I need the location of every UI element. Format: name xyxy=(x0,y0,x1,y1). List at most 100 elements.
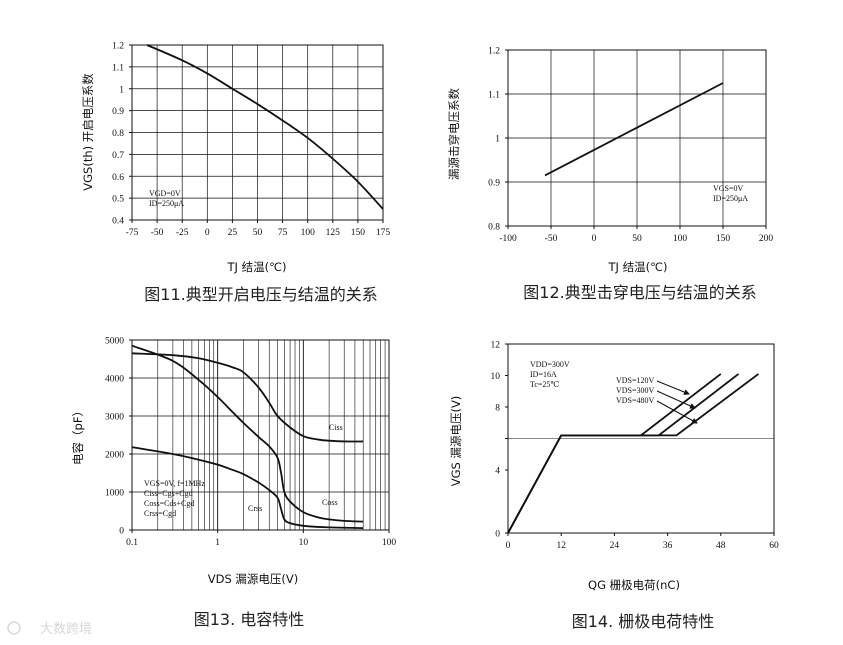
chart-12-x-axis-label: TJ 结温(℃) xyxy=(608,260,668,274)
chart-14-y-tick-label: 0 xyxy=(495,530,500,540)
chart-14-legend-vds-120: VDS=120V xyxy=(616,376,655,385)
chart-13-series-line-3 xyxy=(131,446,364,529)
chart-12-x-tick-label: 0 xyxy=(592,234,597,244)
chart-14-x-tick-label: 12 xyxy=(556,541,566,551)
chart-11-note-1: VGD=0V xyxy=(149,189,181,198)
chart-13-note-4: Crss=Cgd xyxy=(144,509,176,518)
chart-13-series-label-ciss: Ciss xyxy=(329,423,343,432)
chart-13-series-line-2 xyxy=(131,344,364,523)
chart-14-series-line-3 xyxy=(507,373,760,534)
chart-13-y-tick-label: 1000 xyxy=(105,489,124,499)
chart-14-x-tick-label: 24 xyxy=(610,541,620,551)
chart-12-note-1: VGS=0V xyxy=(713,184,744,193)
chart-13-frame xyxy=(131,339,390,531)
chart-13-axes xyxy=(129,339,390,533)
watermark: 大数跨境 xyxy=(7,621,92,637)
chart-11-y-tick-label: 0.8 xyxy=(112,129,124,139)
chart-14-caption: 图14. 栅极电荷特性 xyxy=(572,612,715,631)
chart-14-note-1: VDD=300V xyxy=(530,360,570,369)
chart-14-arrow-1 xyxy=(656,380,690,395)
chart-12-caption: 图12.典型击穿电压与结温的关系 xyxy=(523,283,756,302)
chart-11-x-tick-label: 50 xyxy=(253,228,263,238)
chart-12-y-tick-label: 1.2 xyxy=(488,47,500,57)
chart-11-lines xyxy=(146,44,384,210)
chart-11-x-tick-label: 75 xyxy=(278,228,288,238)
chart-14-axes xyxy=(505,343,775,536)
chart-13-y-axis-label: 电容（pF） xyxy=(71,405,85,465)
chart-13-caption: 图13. 电容特性 xyxy=(194,610,305,629)
chart-11-y-axis-label: VGS(th) 开启电压系数 xyxy=(81,73,95,191)
chart-12-x-tick-label: -50 xyxy=(545,234,558,244)
chart-13-note-2: Ciss=Cgs+Cgd xyxy=(144,489,193,498)
chart-12-y-tick-label: 0.8 xyxy=(488,223,500,233)
chart-12-y-tick-label: 0.9 xyxy=(488,179,500,189)
chart-13-x-tick-label: 1 xyxy=(215,538,220,548)
chart-14-y-tick-label: 12 xyxy=(491,341,501,351)
chart-12-x-tick-label: -100 xyxy=(499,234,517,244)
chart-14-legend-vds-300: VDS=300V xyxy=(616,386,655,395)
chart-11-caption: 图11.典型开启电压与结温的关系 xyxy=(144,285,377,304)
chart-13-x-tick-label: 0.1 xyxy=(126,538,138,548)
chart-13-series-label-crss: Crss xyxy=(248,504,262,513)
chart-12-lines xyxy=(544,82,724,177)
chart-12-series-line-1 xyxy=(544,82,724,177)
chart-14-x-axis-label: QG 栅极电荷(nC) xyxy=(588,578,680,592)
chart-11-axes xyxy=(129,44,384,223)
chart-12-y-axis-label: 漏源击穿电压系数 xyxy=(447,88,461,180)
chart-13-note-3: Coss=Cds+Cgd xyxy=(144,499,194,508)
chart-13-y-tick-label: 5000 xyxy=(105,337,124,347)
watermark-logo-icon xyxy=(7,621,21,635)
chart-12-tick-labels: -100 -50 0 50 100 150 200 0.8 0.9 1 1.1 1.2 xyxy=(488,47,773,245)
chart-12-x-tick-label: 100 xyxy=(673,234,688,244)
chart-11-y-tick-label: 1 xyxy=(119,85,124,95)
chart-12-x-tick-label: 150 xyxy=(716,234,731,244)
chart-14-arrow-3 xyxy=(656,400,698,424)
chart-13-y-tick-label: 4000 xyxy=(105,375,124,385)
chart-13-note-1: VGS=0V, f=1MHz xyxy=(144,479,205,488)
chart-11-y-tick-label: 0.7 xyxy=(112,151,124,161)
chart-11-tick-labels: -75 -50 -25 0 25 50 75 100 125 150 175 0.4 0.5 0.6 0.7… xyxy=(112,42,390,239)
chart-11-y-tick-label: 0.6 xyxy=(112,173,124,183)
chart-14-arrow-2 xyxy=(656,390,696,409)
chart-14-x-tick-label: 0 xyxy=(506,541,511,551)
chart-11-series-line-1 xyxy=(146,44,384,210)
chart-14-x-tick-label: 60 xyxy=(769,541,779,551)
chart-14-note-2: ID=16A xyxy=(530,370,557,379)
chart-13-y-tick-label: 3000 xyxy=(105,413,124,423)
chart-13-lines xyxy=(131,344,364,529)
chart-11-x-tick-label: 0 xyxy=(205,228,210,238)
chart-12-x-tick-label: 50 xyxy=(632,234,642,244)
chart-13-x-axis-label: VDS 漏源电压(V) xyxy=(208,572,299,586)
chart-14-x-tick-label: 48 xyxy=(716,541,726,551)
chart-12-y-tick-label: 1.1 xyxy=(488,91,500,101)
chart-12-x-tick-label: 200 xyxy=(759,234,774,244)
chart-11-x-tick-label: 25 xyxy=(228,228,238,238)
chart-13-y-tick-label: 0 xyxy=(119,527,124,537)
watermark-text: 大数跨境 xyxy=(40,622,92,637)
chart-11-x-tick-label: 125 xyxy=(326,228,341,238)
chart-11-y-tick-label: 0.9 xyxy=(112,107,124,117)
chart-11-note-2: ID=250μA xyxy=(149,199,184,208)
chart-11-x-tick-label: -75 xyxy=(126,228,139,238)
chart-11-y-tick-label: 1.2 xyxy=(112,42,124,52)
chart-14-legend-vds-480: VDS=480V xyxy=(616,396,655,405)
chart-14-y-tick-label: 8 xyxy=(495,404,500,414)
chart-11-x-axis-label: TJ 结温(℃) xyxy=(227,260,287,274)
chart-11-y-tick-label: 0.4 xyxy=(112,217,124,227)
chart-14-y-axis-label: VGS 漏源电压(V) xyxy=(449,396,463,487)
chart-12-y-tick-label: 1 xyxy=(495,135,500,145)
chart-12-note-2: ID=250μA xyxy=(713,194,748,203)
chart-14-x-tick-label: 36 xyxy=(663,541,673,551)
chart-11-x-tick-label: 100 xyxy=(301,228,316,238)
chart-12: -100 -50 0 50 100 150 2000.80.911.11.2 VGS=0V … xyxy=(447,47,773,303)
chart-13-series-label-coss: Coss xyxy=(322,498,338,507)
chart-11-x-tick-label: -25 xyxy=(176,228,189,238)
chart-14-y-tick-label: 4 xyxy=(495,467,500,477)
chart-13-y-tick-label: 2000 xyxy=(105,451,124,461)
chart-13-x-tick-label: 10 xyxy=(299,538,309,548)
chart-11: -75 -50 -25 0 25 50 75 100 125 150 175 0.4 0.5 0.6 0.7… xyxy=(81,42,390,305)
